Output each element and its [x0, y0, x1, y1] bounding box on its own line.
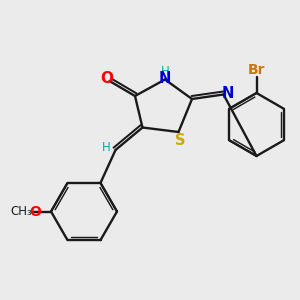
- Text: N: N: [159, 71, 171, 86]
- Text: N: N: [222, 86, 234, 101]
- Text: S: S: [175, 133, 185, 148]
- Text: O: O: [100, 71, 113, 86]
- Text: CH₃: CH₃: [10, 205, 32, 218]
- Text: O: O: [29, 205, 41, 218]
- Text: Br: Br: [248, 63, 265, 77]
- Text: H: H: [161, 64, 170, 78]
- Text: H: H: [101, 141, 110, 154]
